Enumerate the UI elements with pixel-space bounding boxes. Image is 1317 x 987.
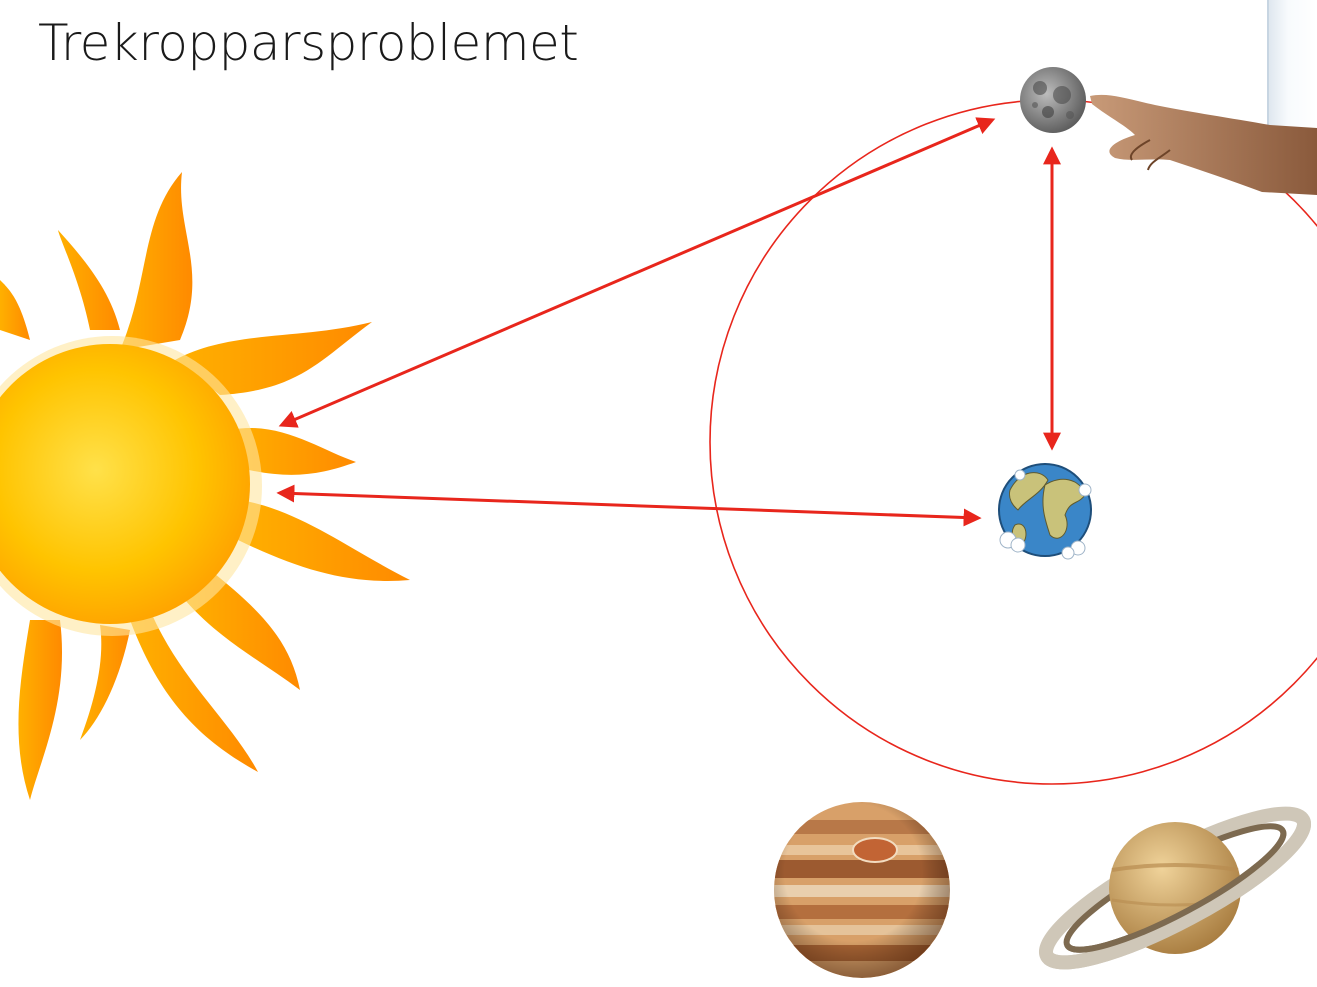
arrow-sun-moon: [278, 117, 996, 428]
arrow-sun-earth: [276, 484, 982, 527]
right-edge-panel: [1267, 0, 1317, 132]
earth-icon: [998, 463, 1092, 560]
slide-title: Trekropparsproblemet: [38, 14, 579, 72]
jupiter-icon: [774, 802, 950, 978]
pointing-hand-icon: [1090, 94, 1317, 195]
moon-icon: [1020, 67, 1086, 133]
saturn-icon: [1038, 806, 1312, 970]
sun-icon: [0, 172, 410, 800]
